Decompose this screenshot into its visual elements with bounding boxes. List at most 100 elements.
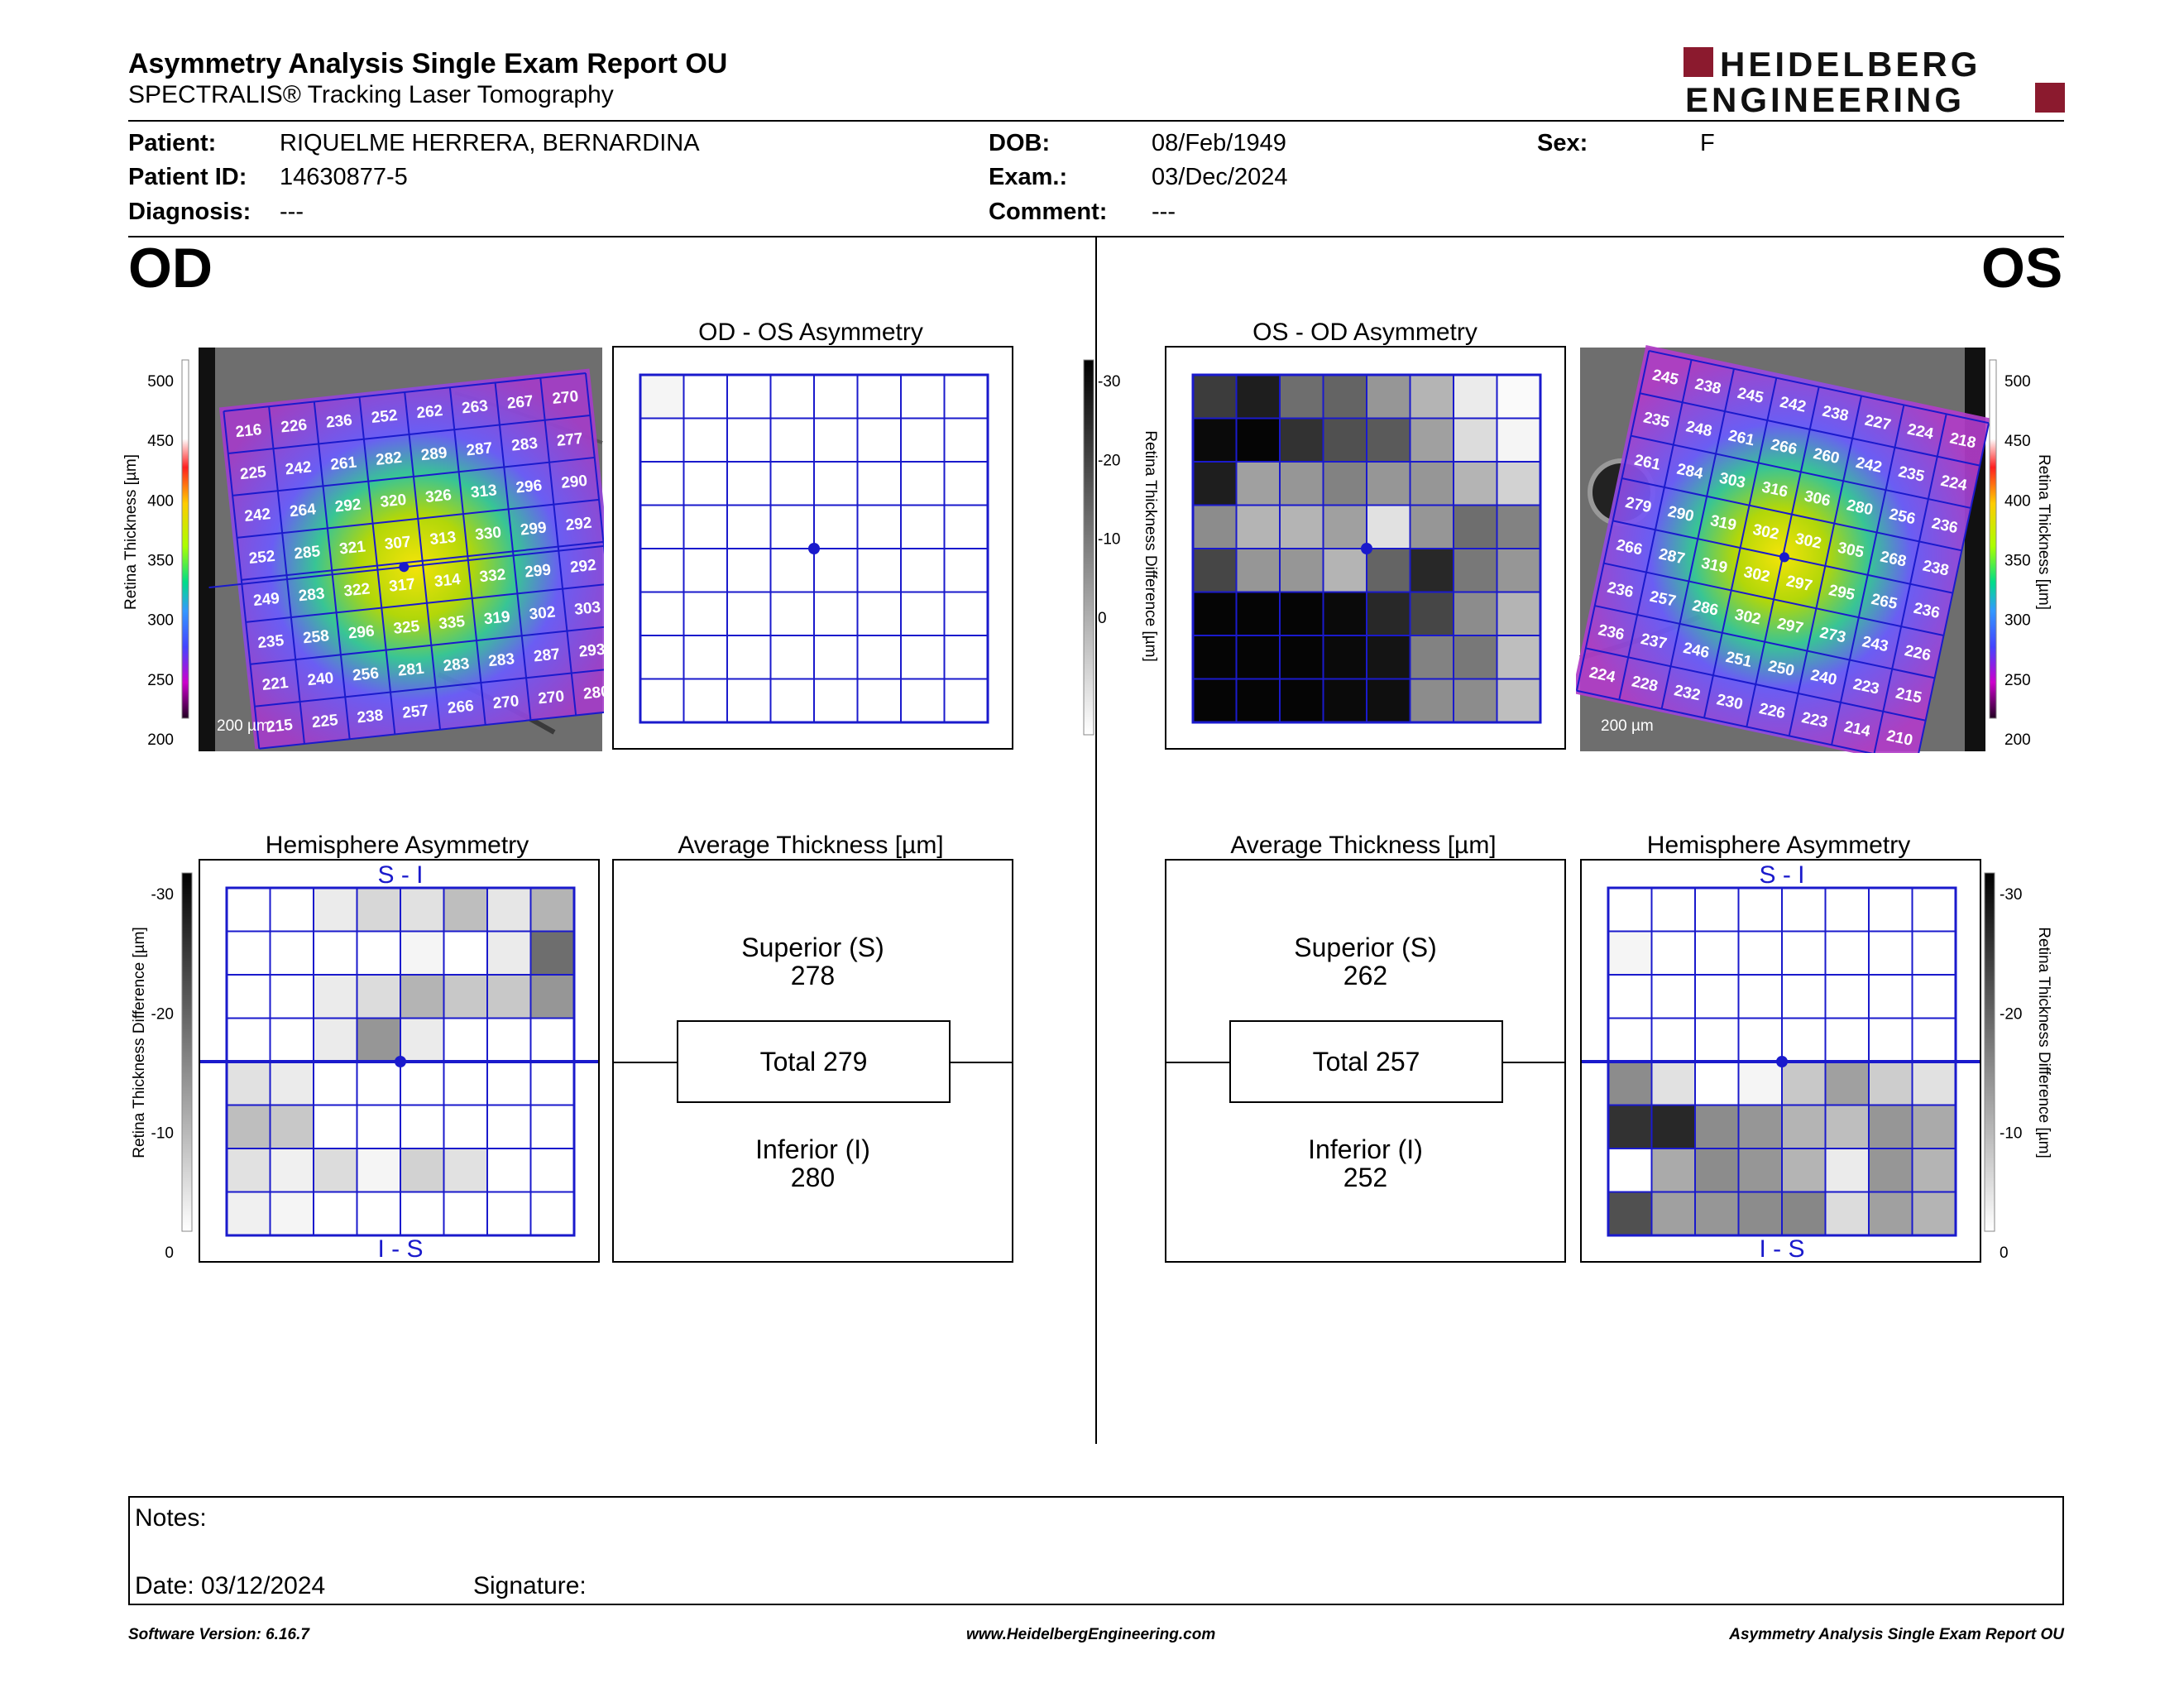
asym-cell <box>1453 635 1498 680</box>
asym-cell <box>1453 417 1498 463</box>
asym-cell <box>639 417 685 463</box>
asym-cell <box>443 1191 488 1236</box>
asym-cell <box>1322 504 1367 549</box>
asym-cell <box>1496 461 1541 506</box>
asym-cell <box>769 461 815 506</box>
asym-cell <box>226 1061 271 1106</box>
asym-cell <box>1607 1017 1653 1062</box>
os-superior-value: 262 <box>1343 961 1388 990</box>
thickness-value: 283 <box>298 585 326 605</box>
thickness-value: 296 <box>347 622 376 642</box>
asym-cell <box>943 374 989 420</box>
asym-cell <box>269 930 314 976</box>
od-hemi-panel: S - I I - S <box>199 859 600 1263</box>
asym-cell <box>486 1148 532 1193</box>
asym-cell <box>1279 417 1324 463</box>
asym-cell <box>1911 1017 1956 1062</box>
os-od-asym-scale: -30 -20 -10 0 Retina Thickness Difference [… <box>1083 359 1159 736</box>
asym-cell <box>269 1104 314 1149</box>
thickness-value: 321 <box>338 538 366 558</box>
asym-cell <box>226 1104 271 1149</box>
axis-tick: 300 <box>147 612 174 630</box>
asym-cell <box>1911 930 1956 976</box>
thickness-value: 258 <box>302 627 330 647</box>
od-inferior-label: Inferior (I) <box>755 1134 870 1164</box>
logo-line2: ENGINEERING <box>1685 80 1965 116</box>
axis-tick: -10 <box>151 1125 174 1143</box>
asym-cell <box>1453 374 1498 420</box>
asym-cell <box>1192 548 1238 593</box>
asym-cell <box>1694 1191 1740 1236</box>
asym-cell <box>356 887 401 933</box>
comment-label: Comment: <box>989 199 1108 225</box>
asym-cell <box>943 504 989 549</box>
asym-cell <box>1409 417 1454 463</box>
asym-cell <box>226 887 271 933</box>
os-hemi-grid: S - I I - S <box>1582 861 1980 1263</box>
asym-cell <box>1650 1104 1696 1149</box>
thickness-value: 283 <box>487 650 515 670</box>
axis-tick: 0 <box>165 1244 174 1262</box>
asym-cell <box>226 1148 271 1193</box>
eye-label-od: OD <box>128 237 213 300</box>
asym-cell <box>1453 504 1498 549</box>
asym-cell <box>813 504 859 549</box>
asym-cell <box>1650 1191 1696 1236</box>
thickness-value: 252 <box>371 407 399 427</box>
asym-cell <box>486 1061 532 1106</box>
exam-label: Exam.: <box>989 164 1068 190</box>
sex-value: F <box>1700 130 1715 156</box>
thickness-value: 221 <box>261 674 290 694</box>
thickness-value: 216 <box>235 421 263 441</box>
asym-cell <box>943 635 989 680</box>
od-thickness-axis: Retina Thickness [µm] 500 450 400 350 300 250… <box>124 359 189 749</box>
os-total: Total 257 <box>1229 1020 1503 1103</box>
os-scale-label: 200 µm <box>1601 717 1654 735</box>
diagnosis-value: --- <box>280 199 304 225</box>
asym-cell <box>726 504 772 549</box>
patient-divider <box>128 236 2064 237</box>
asym-cell <box>1279 504 1324 549</box>
asym-cell <box>1868 887 1913 933</box>
asym-cell <box>1496 504 1541 549</box>
asym-cell <box>1737 1061 1783 1106</box>
report-title: Asymmetry Analysis Single Exam Report OU <box>128 48 728 79</box>
asym-cell <box>813 374 859 420</box>
asym-cell <box>226 1191 271 1236</box>
thickness-value: 292 <box>569 557 597 577</box>
asym-cell <box>1911 1061 1956 1106</box>
asym-cell <box>1824 1104 1870 1149</box>
asym-cell <box>1453 678 1498 723</box>
asym-cell <box>1781 1017 1827 1062</box>
thickness-value: 299 <box>520 519 548 539</box>
asym-cell <box>1409 548 1454 593</box>
axis-tick: -20 <box>1098 452 1120 469</box>
asym-cell <box>1824 1148 1870 1193</box>
asym-cell <box>1496 635 1541 680</box>
thickness-value: 314 <box>433 571 462 591</box>
thickness-value: 263 <box>461 397 489 417</box>
asym-cell <box>1409 374 1454 420</box>
footer-website[interactable]: www.HeidelbergEngineering.com <box>966 1626 1216 1643</box>
asym-cell <box>226 1017 271 1062</box>
thickness-value: 242 <box>285 458 313 478</box>
asym-cell <box>682 461 728 506</box>
asym-cell <box>682 374 728 420</box>
thickness-value: 299 <box>524 561 552 581</box>
asym-cell <box>943 591 989 636</box>
comment-value: --- <box>1152 199 1176 225</box>
asym-cell <box>900 417 946 463</box>
asym-cell <box>1366 374 1411 420</box>
asym-cell <box>1366 678 1411 723</box>
asym-cell <box>726 591 772 636</box>
asym-cell <box>1279 635 1324 680</box>
asym-cell <box>1781 974 1827 1019</box>
asym-cell <box>1235 635 1281 680</box>
asym-cell <box>443 930 488 976</box>
asym-cell <box>1911 887 1956 933</box>
asym-cell <box>1192 417 1238 463</box>
asym-cell <box>1868 1104 1913 1149</box>
asym-cell <box>356 1148 401 1193</box>
notes-label: Notes: <box>135 1504 207 1532</box>
thickness-value: 240 <box>307 669 335 689</box>
